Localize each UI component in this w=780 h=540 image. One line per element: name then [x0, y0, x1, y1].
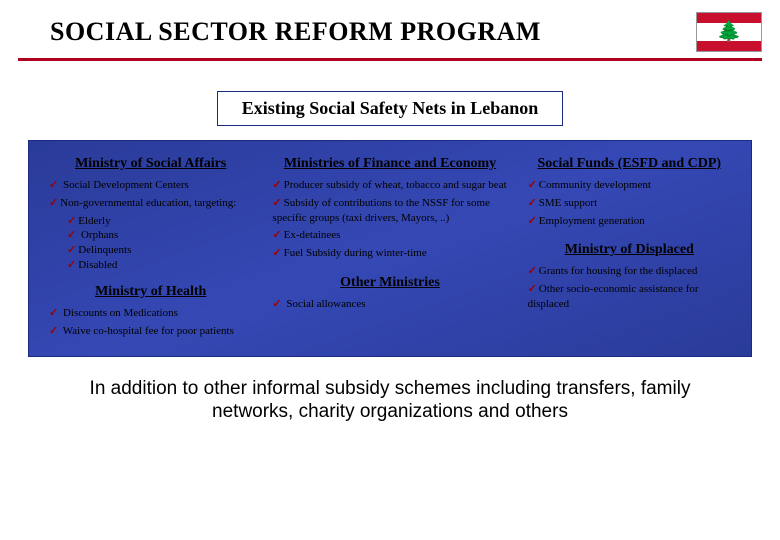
list-item: Ex-detainees	[272, 228, 511, 243]
divider	[18, 58, 762, 61]
list-item: Non-governmental education, targeting:	[49, 196, 256, 211]
list: Discounts on Medications Waive co-hospit…	[45, 306, 256, 339]
list-item: Waive co-hospital fee for poor patients	[49, 324, 256, 339]
col-finance-economy: Ministries of Finance and Economy Produc…	[268, 155, 511, 342]
list-item: Grants for housing for the displaced	[528, 264, 735, 279]
list-item: Orphans	[67, 228, 256, 243]
list-item: Subsidy of contributions to the NSSF for…	[272, 196, 511, 226]
col-social-funds: Social Funds (ESFD and CDP) Community de…	[524, 155, 735, 342]
list: Community development SME support Employ…	[524, 178, 735, 229]
list-item: SME support	[528, 196, 735, 211]
list-item: Producer subsidy of wheat, tobacco and s…	[272, 178, 511, 193]
col-title: Ministry of Health	[45, 283, 256, 302]
list-item: Social allowances	[272, 297, 511, 312]
page-title: SOCIAL SECTOR REFORM PROGRAM	[50, 17, 541, 47]
slide: SOCIAL SECTOR REFORM PROGRAM 🌲 Existing …	[0, 0, 780, 540]
list-item: Social Development Centers	[49, 178, 256, 193]
list: Social Development Centers Non-governmen…	[45, 178, 256, 211]
list-item: Fuel Subsidy during winter-time	[272, 246, 511, 261]
subtitle-box: Existing Social Safety Nets in Lebanon	[0, 91, 780, 126]
list-item: Delinquents	[67, 243, 256, 258]
col-title: Ministries of Finance and Economy	[268, 155, 511, 174]
list: Social allowances	[268, 297, 511, 312]
main-panel: Ministry of Social Affairs Social Develo…	[28, 140, 752, 357]
list: Producer subsidy of wheat, tobacco and s…	[268, 178, 511, 261]
list-item: Discounts on Medications	[49, 306, 256, 321]
sublist: Elderly Orphans Delinquents Disabled	[45, 214, 256, 273]
col-title: Other Ministries	[268, 274, 511, 293]
col-social-affairs: Ministry of Social Affairs Social Develo…	[45, 155, 256, 342]
footer-text: In addition to other informal subsidy sc…	[0, 377, 780, 425]
col-title: Ministry of Social Affairs	[45, 155, 256, 174]
list-item: Disabled	[67, 258, 256, 273]
subtitle: Existing Social Safety Nets in Lebanon	[217, 91, 564, 126]
list: Grants for housing for the displaced Oth…	[524, 264, 735, 312]
list-item: Community development	[528, 178, 735, 193]
lebanon-flag-icon: 🌲	[696, 12, 762, 52]
list-item: Other socio-economic assistance for disp…	[528, 282, 735, 312]
list-item: Elderly	[67, 214, 256, 229]
list-item: Employment generation	[528, 214, 735, 229]
col-title: Ministry of Displaced	[524, 241, 735, 260]
header: SOCIAL SECTOR REFORM PROGRAM 🌲	[0, 0, 780, 52]
col-title: Social Funds (ESFD and CDP)	[524, 155, 735, 174]
